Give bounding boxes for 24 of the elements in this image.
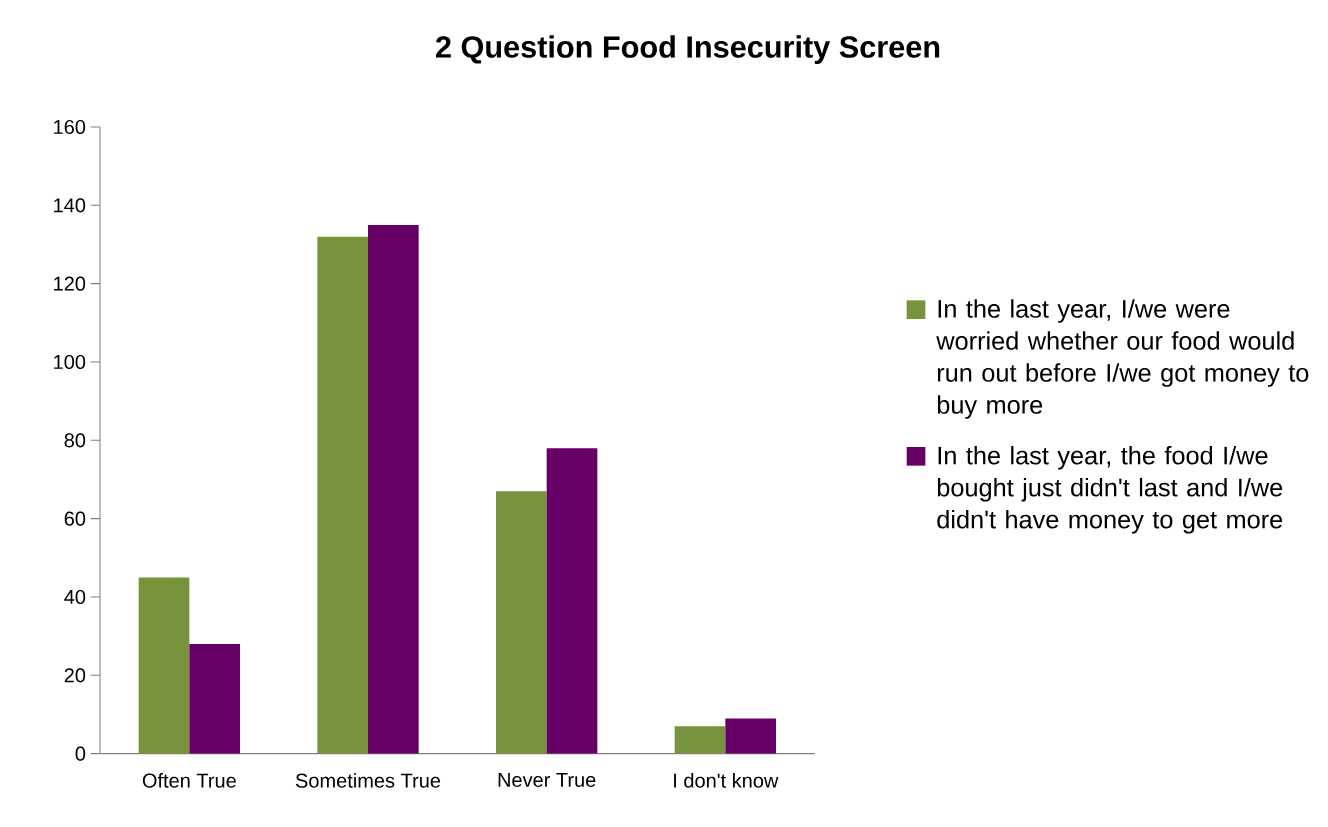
y-tick-label: 60 — [64, 511, 86, 526]
legend-label: In the last year, the food I/we bought just didn't last and I/we didn't have money to get more — [937, 445, 1283, 534]
x-tick-label: Never True — [498, 773, 596, 787]
y-tick-label: 120 — [54, 276, 86, 291]
bar — [317, 236, 369, 754]
y-tick-label: 160 — [54, 119, 86, 135]
legend-label: In the last year, I/we were worried whether our food would run out before I/we got money to buy more — [936, 299, 1309, 419]
x-tick-label: Often True — [142, 773, 236, 788]
bar — [189, 643, 241, 754]
bar — [674, 726, 726, 754]
y-tick-label: 0 — [75, 746, 86, 761]
bar — [496, 491, 547, 754]
bar — [368, 224, 419, 754]
y-tick-label: 140 — [54, 198, 86, 213]
y-tick-label: 100 — [54, 354, 86, 370]
y-tick-label: 80 — [64, 433, 86, 448]
x-tick-label: I don't know — [674, 773, 779, 788]
y-tick-label: 40 — [64, 589, 86, 605]
x-tick-label: Sometimes True — [295, 773, 441, 788]
chart-title: 2 Question Food Insecurity Screen — [436, 35, 940, 64]
y-tick-label: 20 — [64, 668, 86, 683]
bar — [138, 577, 190, 754]
bar — [546, 448, 598, 754]
bar — [725, 718, 777, 754]
